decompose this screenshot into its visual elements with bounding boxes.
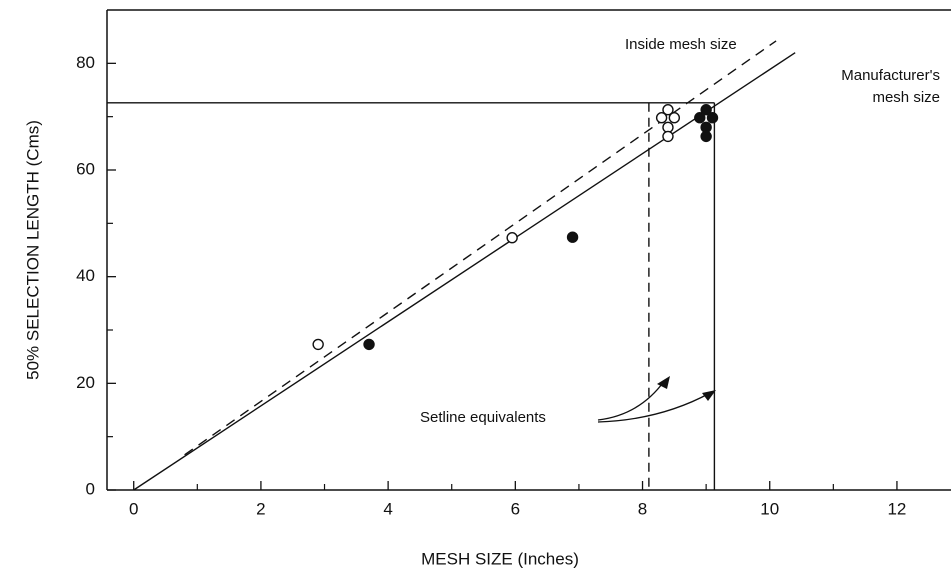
data-point [700, 104, 712, 116]
data-point [694, 112, 706, 124]
data-point [668, 112, 681, 124]
annotation-arrow [597, 392, 711, 423]
y-tick-label: 0 [86, 479, 95, 498]
annotation-arrow [597, 379, 666, 421]
annotation: Manufacturer's [841, 67, 940, 84]
x-tick-label: 0 [129, 499, 138, 518]
annotation: mesh size [872, 89, 940, 106]
y-tick-label: 40 [76, 266, 95, 285]
y-tick-label: 80 [76, 53, 95, 72]
data-point [566, 231, 579, 243]
arrowhead [657, 376, 670, 389]
data-point [706, 112, 719, 124]
fit-line [133, 52, 796, 491]
data-point [506, 232, 518, 244]
x-axis-label: MESH SIZE (Inches) [421, 549, 579, 568]
data-point [655, 112, 668, 124]
fit-line [184, 40, 777, 456]
x-tick-label: 6 [511, 499, 520, 518]
y-tick-label: 60 [76, 159, 95, 178]
data-point [363, 338, 375, 351]
data-point [662, 130, 674, 143]
data-point [700, 130, 712, 143]
data-point [312, 338, 324, 351]
x-tick-label: 10 [760, 499, 779, 518]
annotation: Inside mesh size [625, 36, 737, 53]
data-point [662, 104, 674, 116]
annotation: Setline equivalents [420, 409, 546, 426]
x-tick-label: 8 [638, 499, 647, 518]
y-axis-label: 50% SELECTION LENGTH (Cms) [23, 120, 42, 380]
arrowhead [702, 390, 716, 401]
x-tick-label: 12 [887, 499, 906, 518]
y-tick-label: 20 [76, 373, 95, 392]
x-tick-label: 4 [383, 499, 392, 518]
x-tick-label: 2 [256, 499, 265, 518]
